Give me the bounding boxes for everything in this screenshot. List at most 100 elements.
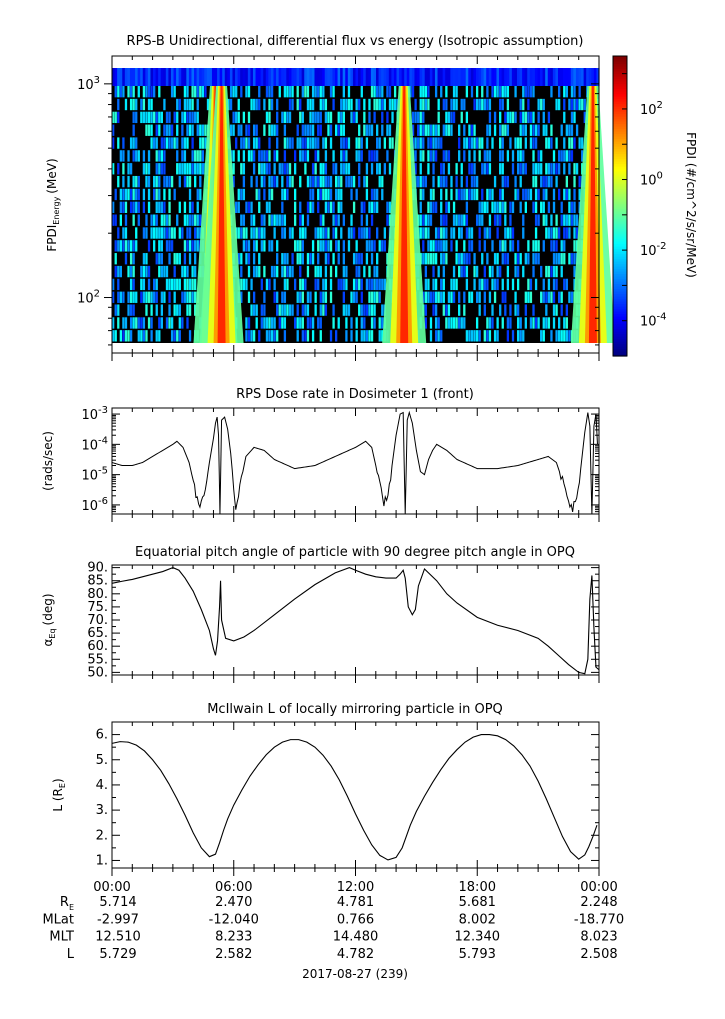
spectrogram-cell [393,68,398,86]
spectrogram-cell [555,253,558,265]
spectrogram-cell [232,124,235,136]
time-row-value: 12.340 [455,930,501,945]
spectrogram-cell [283,330,287,342]
spectrogram-cell [306,150,310,162]
spectrogram-cell [360,137,363,149]
colorbar-swatch [613,293,627,297]
spectrogram-cell [252,163,256,175]
spectrogram-cell [324,253,328,265]
spectrogram-cell [376,291,379,303]
colorbar-swatch [613,156,627,160]
spectrogram-cell [550,214,553,226]
spectrogram-cell [486,163,489,175]
colorbar-swatch [613,253,627,257]
spectrogram-cell [276,330,279,342]
spectrogram-cell [458,253,461,265]
spectrogram-cell [268,137,271,149]
mcilwain-l-x-ticks [111,722,600,876]
spectrogram-cell [422,291,425,303]
spectrogram-cell [358,304,361,316]
spectrogram-cell [242,111,246,124]
spectrogram-cell [263,175,266,188]
spectrogram-cell [557,317,561,329]
spectrogram-cell [114,111,117,124]
spectrogram-cell [288,175,292,188]
spectrogram-cell [583,98,586,111]
spectrogram-cell [475,137,479,149]
spectrogram-cell [468,240,471,252]
spectrogram-cell [560,291,563,303]
spectrogram-cell [483,98,486,111]
colorbar-tick-label: 10-2 [640,241,667,259]
spectrogram-cell [596,68,600,86]
spectrogram-cell [255,188,258,201]
spectrogram-cell [363,317,366,329]
spectrogram-cell [158,68,162,86]
colorbar-swatch [613,213,627,217]
spectrogram-cell [317,227,320,239]
spectrogram-cell [240,214,243,226]
spectrogram-cell [117,175,120,188]
spectrogram-cell [524,291,527,303]
spectrogram-cell [424,317,428,329]
spectrogram-cell [142,86,146,98]
colorbar-swatch [613,173,627,177]
spectrogram-cell [314,137,317,149]
spectrogram-cell [183,150,187,162]
spectrogram-cell [563,137,566,149]
spectrogram-cell [527,111,530,124]
spectrogram-cell [440,188,443,201]
spectrogram-cell [311,240,315,252]
colorbar-swatch [613,58,627,62]
spectrogram-cell [537,163,540,175]
spectrogram-cell [473,253,476,265]
spectrogram-cell [165,214,169,226]
spectrogram-cell [132,150,135,162]
spectrogram-cell [470,188,474,201]
spectrogram-cell [270,86,274,98]
dose-rate-y-tick-label: 10-6 [81,496,108,514]
spectrogram-cell [270,265,274,278]
spectrogram-cell [260,317,263,329]
spectrogram-cell [322,214,325,226]
spectrogram-cell [332,317,335,329]
spectrogram-cell [534,253,538,265]
spectrogram-cell [378,278,381,291]
spectrogram-cell [252,304,256,316]
spectrogram-cell [340,227,343,239]
spectrogram-cell [114,240,117,252]
spectrogram-cell [565,214,568,226]
spectrogram-cell [340,188,343,201]
spectrogram-cell [532,201,535,213]
spectrogram-cell [499,188,502,201]
spectrogram-cell [196,111,199,124]
spectrogram-cell [281,111,284,124]
colorbar-swatch [613,303,627,307]
spectrogram-cell [424,214,428,226]
spectrogram-cell [296,253,299,265]
spectrogram-cell [442,304,445,316]
spectrogram-cell [140,317,143,329]
spectrogram-cell [370,163,374,175]
spectrogram-cell [340,175,343,188]
spectrogram-cell [314,227,317,239]
spectrogram-cell [173,188,176,201]
spectrogram-cell [245,253,248,265]
spectrogram-cell [575,227,579,239]
spectrogram-cell [442,214,445,226]
spectrogram-cell [463,265,466,278]
spectrogram-cell [488,330,492,342]
spectrogram-cell [381,98,384,111]
spectrogram-cell [329,278,333,291]
spectrogram-cell [247,291,251,303]
spectrogram-cell [522,227,525,239]
spectrogram-cell [122,201,125,213]
spectrogram-cell [160,201,164,213]
spectrogram-cell [170,330,174,342]
dose-rate-y-label: (rads/sec) [41,431,55,491]
spectrogram-cell [150,330,153,342]
spectrogram-cell [258,98,261,111]
spectrogram-cell [475,317,479,329]
spectrogram-cell [276,175,279,188]
spectrogram-cell [324,201,328,213]
